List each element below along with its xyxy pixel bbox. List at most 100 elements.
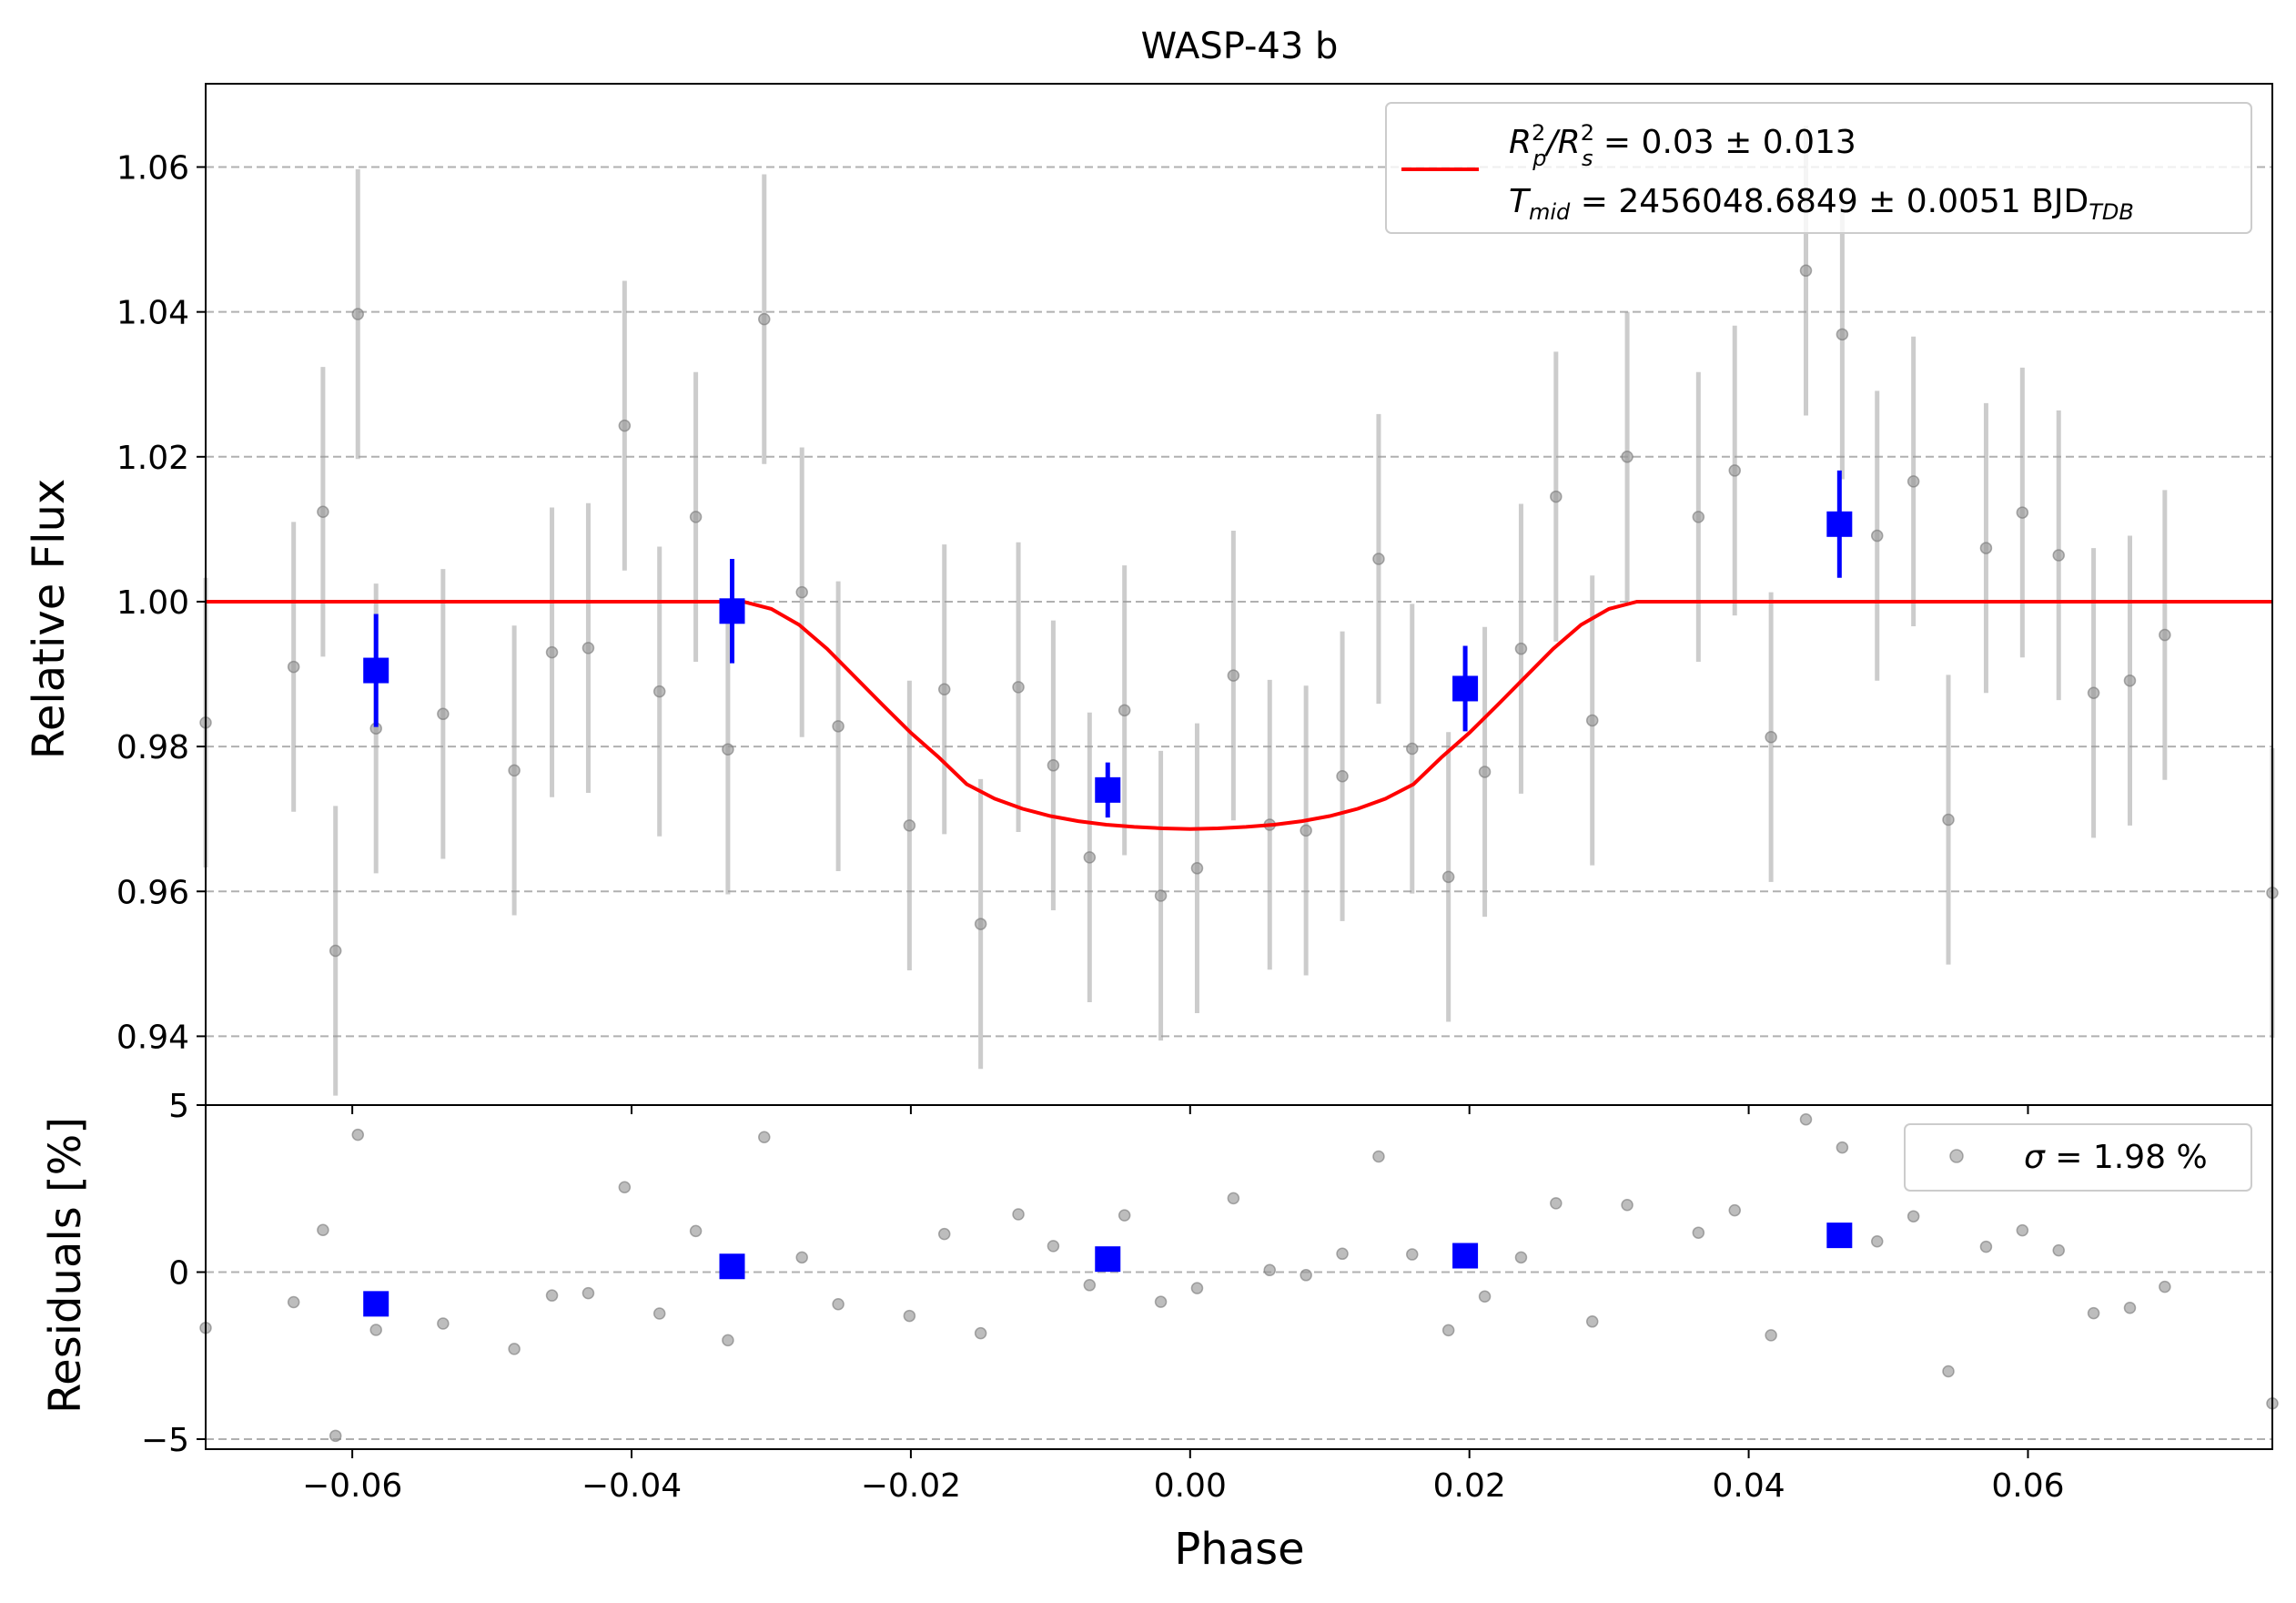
- binned-errorbars: [373, 470, 1842, 818]
- raw-point: [937, 683, 951, 695]
- residual-raw-point: [937, 1227, 951, 1241]
- raw-point: [1336, 769, 1349, 783]
- main-axes-frame: [205, 83, 2273, 1106]
- residual-raw-point: [1478, 1290, 1492, 1304]
- raw-point: [1870, 529, 1884, 543]
- residual-raw-point: [1836, 1141, 1849, 1154]
- residual-binned-point: [363, 1291, 389, 1317]
- residual-raw-point: [1765, 1329, 1777, 1342]
- residual-raw-point: [1118, 1209, 1131, 1222]
- residual-raw-point: [1799, 1113, 1813, 1126]
- residual-raw-point: [1942, 1365, 1955, 1378]
- residual-gridlines: [206, 1271, 2272, 1440]
- raw-point: [1728, 464, 1741, 477]
- legend-radius-ratio: R2 p/R2 s = 0.03 ± 0.013: [1509, 120, 1856, 171]
- main-y-tick-label: 0.94: [116, 1019, 189, 1056]
- residual-raw-point: [317, 1223, 329, 1237]
- residual-y-tick-label: −5: [141, 1422, 189, 1459]
- raw-point: [1799, 264, 1813, 278]
- residual-raw-point: [1047, 1240, 1060, 1253]
- main-y-tick-label: 1.00: [116, 584, 189, 622]
- raw-point: [1692, 511, 1705, 523]
- residual-raw-point: [618, 1181, 632, 1194]
- residual-raw-point: [832, 1297, 845, 1311]
- residual-raw-point: [2123, 1302, 2137, 1314]
- residual-raw-point: [1728, 1203, 1741, 1217]
- residual-y-tick-label: 5: [168, 1088, 189, 1125]
- residual-raw-point: [1979, 1240, 1993, 1253]
- raw-point: [329, 944, 342, 958]
- residual-raw-point: [652, 1307, 666, 1320]
- residual-raw-point: [795, 1251, 808, 1264]
- residual-raw-point: [974, 1326, 987, 1340]
- y-axis-label: Relative Flux: [24, 479, 75, 760]
- raw-point: [1907, 475, 1920, 488]
- raw-errorbars: [203, 126, 2275, 1096]
- x-axis-label: Phase: [1174, 1524, 1304, 1575]
- x-tick-label: 0.06: [1991, 1467, 2064, 1505]
- raw-point: [1227, 669, 1240, 682]
- binned-point: [363, 657, 389, 684]
- raw-point: [974, 918, 987, 930]
- legend-box: [1385, 102, 2252, 234]
- residual-raw-point: [1441, 1324, 1455, 1337]
- raw-point: [1621, 451, 1633, 463]
- x-tick-label: 0.02: [1433, 1467, 1506, 1505]
- x-tick-label: 0.04: [1712, 1467, 1785, 1505]
- residual-raw-point: [1585, 1315, 1599, 1328]
- residual-raw-point: [1154, 1295, 1168, 1308]
- x-tick-label: −0.04: [582, 1467, 682, 1505]
- raw-point: [1836, 328, 1849, 341]
- raw-point: [1012, 681, 1025, 694]
- binned-point: [719, 598, 745, 624]
- residual-raw-point: [437, 1317, 450, 1330]
- raw-point: [317, 505, 329, 519]
- main-y-tick-label: 1.02: [116, 440, 189, 477]
- raw-points: [199, 264, 2279, 958]
- main-y-tick-label: 0.98: [116, 729, 189, 766]
- x-tick-label: −0.02: [861, 1467, 961, 1505]
- residual-binned-point: [1095, 1246, 1121, 1273]
- raw-point: [1047, 759, 1060, 772]
- x-ticks: −0.06 −0.04 −0.02 0.00 0.02 0.04 0.06: [302, 1449, 2065, 1505]
- main-y-tick-label: 0.96: [116, 874, 189, 911]
- raw-point: [1979, 542, 1993, 554]
- raw-point: [508, 764, 521, 777]
- raw-point: [1585, 714, 1599, 727]
- residual-raw-point: [1372, 1150, 1385, 1163]
- raw-point: [1441, 870, 1455, 884]
- transit-model-line: [206, 600, 2272, 831]
- residual-raw-point: [351, 1128, 365, 1141]
- residual-raw-point: [1406, 1248, 1419, 1261]
- raw-point: [1300, 824, 1312, 837]
- residual-raw-point: [1692, 1226, 1705, 1239]
- residual-raw-point: [1012, 1208, 1025, 1221]
- legend-mid-time: Tmid = 2456048.6849 ± 0.0051 BJDTDB: [1509, 183, 2134, 225]
- residual-raw-point: [545, 1289, 559, 1302]
- residual-raw-point: [903, 1309, 916, 1323]
- residual-raw-point: [1336, 1247, 1349, 1261]
- fit-legend: R2 p/R2 s = 0.03 ± 0.013 Tmid = 2456048.68…: [1385, 102, 2252, 234]
- raw-point: [545, 645, 559, 659]
- residual-raw-point: [2016, 1223, 2029, 1237]
- raw-point: [1083, 851, 1097, 864]
- residual-raw-points: [199, 1113, 2279, 1443]
- residual-raw-point: [582, 1286, 595, 1300]
- residual-binned-point: [1826, 1223, 1853, 1249]
- residual-y-tick-label: 0: [168, 1254, 189, 1292]
- binned-point: [1452, 675, 1479, 702]
- raw-point: [1372, 553, 1385, 565]
- residual-raw-point: [369, 1324, 382, 1336]
- residual-raw-point: [2087, 1306, 2100, 1320]
- raw-point: [1514, 642, 1528, 655]
- raw-point: [1550, 490, 1563, 503]
- residual-raw-point: [1300, 1269, 1312, 1282]
- raw-point: [1406, 742, 1419, 756]
- residual-raw-point: [329, 1429, 342, 1443]
- raw-point: [652, 685, 666, 698]
- residual-raw-point: [508, 1343, 521, 1355]
- residual-binned-point: [1452, 1243, 1479, 1269]
- raw-point: [1765, 731, 1777, 744]
- raw-point: [903, 819, 916, 832]
